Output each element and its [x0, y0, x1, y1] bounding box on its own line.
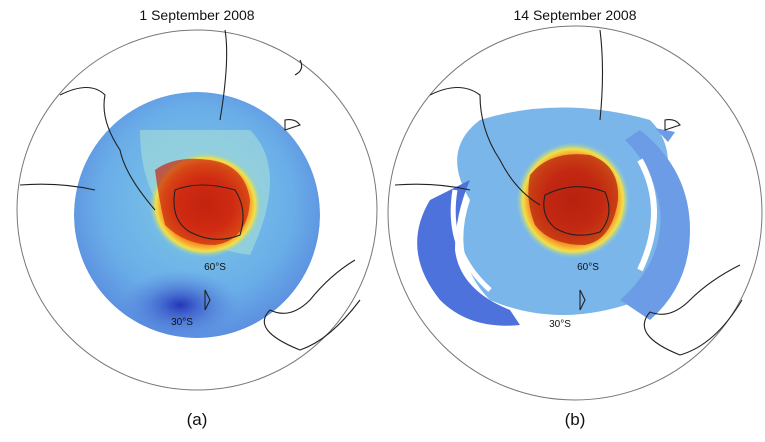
coastline: [599, 29, 604, 121]
panel-title: 1 September 2008: [139, 7, 254, 23]
panel-caption: (b): [565, 410, 586, 429]
coastline: [429, 86, 541, 206]
coastline: [664, 119, 681, 131]
latitude-label: 60°S: [204, 262, 226, 273]
panel-caption: (a): [187, 410, 208, 429]
coastline: [263, 259, 361, 351]
panel-a: 1 September 2008 60°S 30°S (a): [16, 7, 378, 429]
coastline: [394, 183, 586, 311]
coastline: [643, 264, 743, 356]
ozone-core: [155, 158, 250, 245]
panel-b: 14 September 2008 60°S 30°S (b): [387, 7, 763, 429]
panel-title: 14 September 2008: [514, 7, 637, 23]
latitude-label: 60°S: [577, 262, 599, 273]
coastline: [19, 183, 211, 311]
coastline: [284, 59, 303, 131]
coastline: [59, 86, 156, 211]
latitude-label: 30°S: [549, 319, 571, 330]
latitude-label: 30°S: [171, 317, 193, 328]
coastline: [219, 29, 228, 121]
coastline: [543, 186, 610, 236]
coastline: [173, 184, 244, 240]
ozone-core: [528, 154, 619, 245]
